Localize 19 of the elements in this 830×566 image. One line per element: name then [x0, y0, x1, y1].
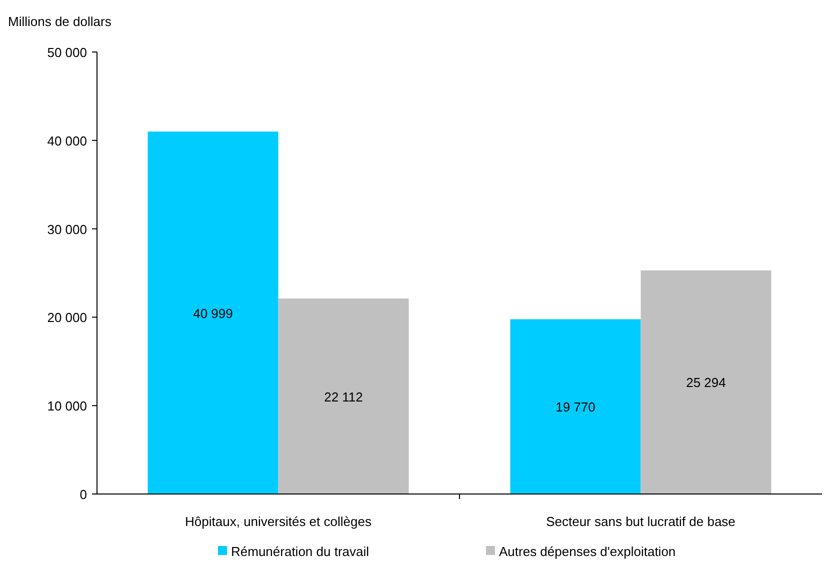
y-tick-label: 30 000	[47, 222, 87, 237]
x-tick-label: Secteur sans but lucratif de base	[546, 514, 736, 529]
data-label: 19 770	[556, 400, 596, 415]
legend-label: Autres dépenses d'exploitation	[499, 544, 676, 559]
bar	[148, 132, 278, 494]
bar	[278, 298, 409, 494]
legend-label: Rémunération du travail	[231, 544, 370, 559]
data-label: 22 112	[324, 389, 363, 404]
y-axis-title: Millions de dollars	[8, 14, 112, 29]
data-label: 25 294	[686, 375, 726, 390]
data-label: 40 999	[193, 306, 233, 321]
bar	[640, 270, 772, 494]
y-tick-label: 0	[80, 487, 87, 502]
bar	[510, 319, 641, 494]
y-tick-label: 20 000	[47, 310, 87, 326]
y-tick-label: 10 000	[47, 398, 87, 414]
y-tick-label: 40 000	[47, 133, 87, 148]
y-tick-label: 50 000	[47, 45, 87, 60]
x-tick-label: Hôpitaux, universités et collèges	[185, 514, 372, 529]
